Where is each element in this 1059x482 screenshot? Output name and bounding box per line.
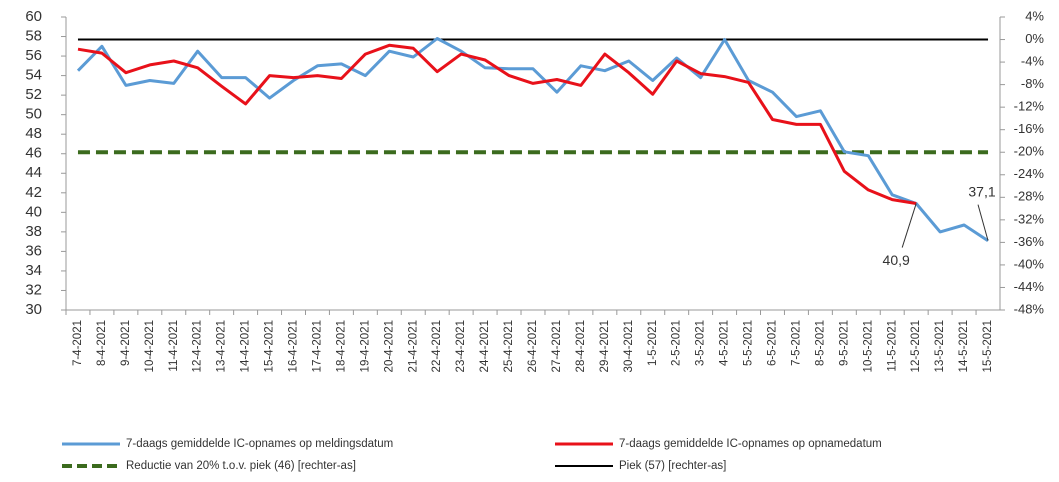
x-tick-label: 11-4-2021 [168, 320, 180, 372]
x-tick-label: 1-5-2021 [647, 320, 659, 366]
x-tick-label: 7-5-2021 [790, 320, 802, 366]
y-tick-label: 60 [25, 8, 42, 25]
x-tick-label: 9-4-2021 [120, 320, 132, 366]
x-tick-label: 14-5-2021 [958, 320, 970, 372]
x-tick-label: 5-5-2021 [743, 320, 755, 366]
x-tick-label: 12-4-2021 [192, 320, 204, 372]
y2-tick-label: -44% [1014, 279, 1045, 294]
y2-tick-label: -36% [1014, 234, 1045, 249]
x-tick-label: 7-4-2021 [72, 320, 84, 366]
x-tick-label: 8-5-2021 [814, 320, 826, 366]
x-tick-label: 13-4-2021 [216, 320, 228, 372]
x-tick-label: 19-4-2021 [359, 320, 371, 372]
data-label: 37,1 [968, 183, 995, 199]
x-tick-label: 29-4-2021 [599, 320, 611, 372]
y2-tick-label: -32% [1014, 211, 1045, 226]
x-tick-label: 14-4-2021 [240, 320, 252, 372]
x-tick-label: 28-4-2021 [575, 320, 587, 372]
y-tick-label: 32 [25, 281, 42, 298]
y-tick-label: 44 [25, 164, 42, 181]
label-leader [977, 204, 989, 241]
x-tick-label: 25-4-2021 [503, 320, 515, 372]
y-tick-label: 50 [25, 106, 42, 123]
y2-tick-label: -40% [1014, 256, 1045, 271]
x-tick-label: 23-4-2021 [455, 320, 467, 372]
x-tick-label: 16-4-2021 [288, 320, 300, 372]
y-tick-label: 56 [25, 47, 42, 64]
x-tick-label: 27-4-2021 [551, 320, 563, 372]
y-tick-label: 42 [25, 184, 42, 201]
x-tick-label: 8-4-2021 [96, 320, 108, 366]
x-tick-label: 4-5-2021 [719, 320, 731, 366]
x-tick-label: 18-4-2021 [335, 320, 347, 372]
y-tick-label: 36 [25, 242, 42, 259]
data-label: 40,9 [883, 252, 910, 268]
y2-tick-label: 4% [1025, 8, 1044, 23]
x-tick-label: 9-5-2021 [838, 320, 850, 366]
x-tick-label: 17-4-2021 [311, 320, 323, 372]
y2-tick-label: -12% [1014, 99, 1045, 114]
legend-label: Reductie van 20% t.o.v. piek (46) [recht… [126, 460, 356, 472]
y2-tick-label: -20% [1014, 144, 1045, 159]
y2-tick-label: -4% [1021, 54, 1045, 69]
y-tick-label: 40 [25, 203, 42, 220]
x-tick-label: 20-4-2021 [383, 320, 395, 372]
x-tick-label: 11-5-2021 [886, 320, 898, 372]
x-tick-label: 15-4-2021 [264, 320, 276, 372]
series-line [76, 37, 989, 242]
series-line [77, 43, 917, 205]
y-tick-label: 58 [25, 28, 42, 45]
x-tick-label: 26-4-2021 [527, 320, 539, 372]
legend-label: 7-daags gemiddelde IC-opnames op melding… [126, 438, 393, 450]
x-tick-label: 10-4-2021 [144, 320, 156, 372]
y2-tick-label: -8% [1021, 76, 1045, 91]
y-tick-label: 46 [25, 145, 42, 162]
x-tick-label: 21-4-2021 [407, 320, 419, 372]
x-tick-label: 15-5-2021 [982, 320, 994, 372]
y-tick-label: 38 [25, 223, 42, 240]
y-tick-label: 52 [25, 86, 42, 103]
y-tick-label: 30 [25, 301, 42, 318]
x-tick-label: 30-4-2021 [623, 320, 635, 372]
y2-tick-label: -24% [1014, 166, 1045, 181]
x-tick-label: 6-5-2021 [767, 320, 779, 366]
x-tick-label: 10-5-2021 [862, 320, 874, 372]
y2-tick-label: -28% [1014, 189, 1045, 204]
y-tick-label: 34 [25, 262, 42, 279]
y2-tick-label: -16% [1014, 121, 1045, 136]
legend-label: 7-daags gemiddelde IC-opnames op opnamed… [619, 438, 882, 450]
x-tick-label: 13-5-2021 [934, 320, 946, 372]
y-tick-label: 48 [25, 125, 42, 142]
x-tick-label: 2-5-2021 [671, 320, 683, 366]
x-tick-label: 3-5-2021 [695, 320, 707, 366]
legend-label: Piek (57) [rechter-as] [619, 460, 726, 472]
x-tick-label: 12-5-2021 [910, 320, 922, 372]
y2-tick-label: -48% [1014, 301, 1045, 316]
y2-tick-label: 0% [1025, 31, 1044, 46]
y-tick-label: 54 [25, 67, 42, 84]
label-leader [901, 203, 917, 248]
x-tick-label: 24-4-2021 [479, 320, 491, 372]
x-tick-label: 22-4-2021 [431, 320, 443, 372]
